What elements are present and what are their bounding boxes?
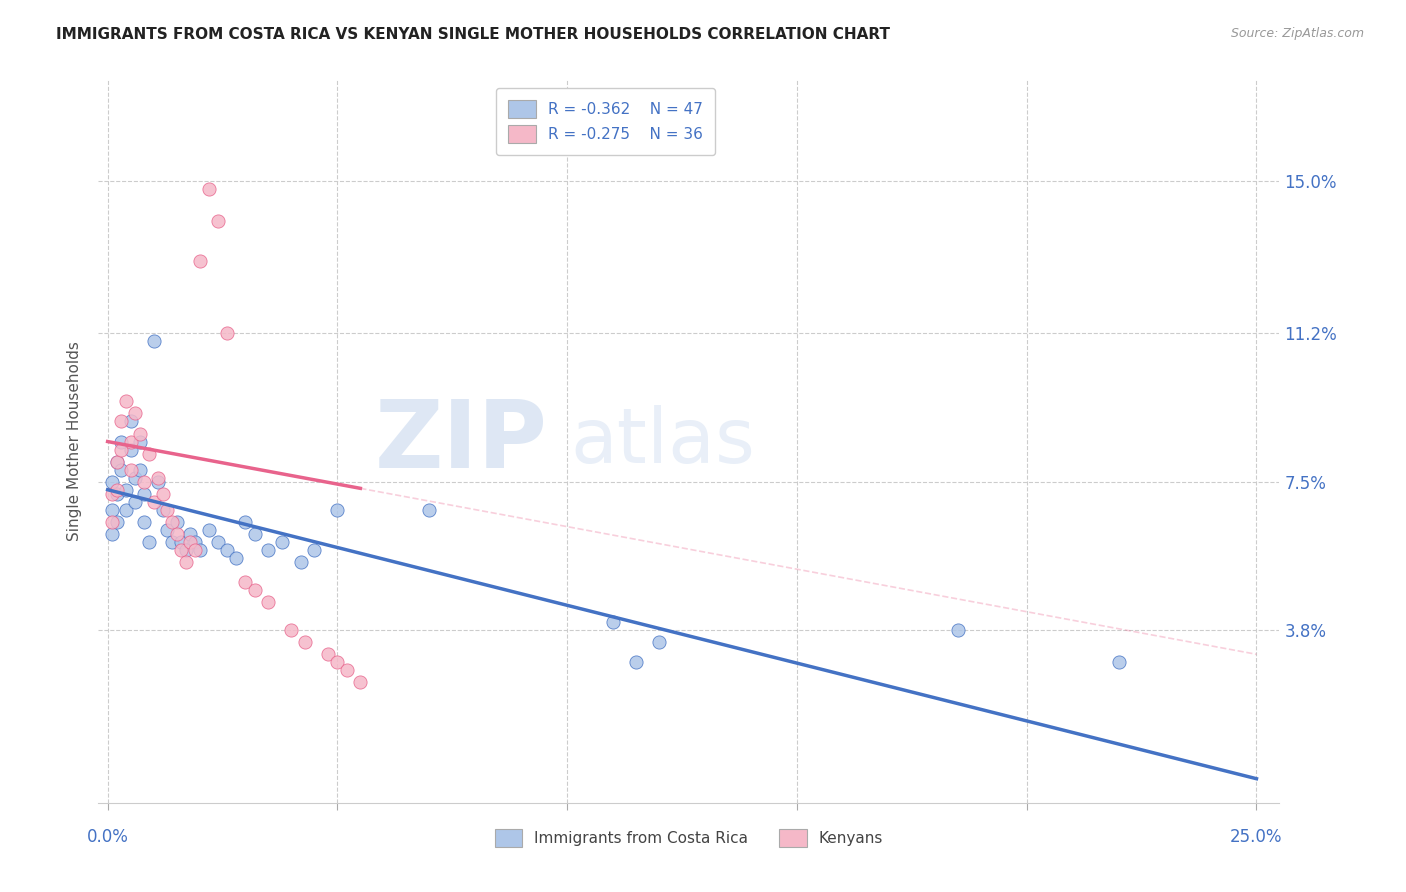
Point: [101, 487, 124, 501]
Point: [105, 454, 128, 469]
Text: atlas: atlas: [571, 405, 755, 478]
Point: [138, 446, 160, 460]
Point: [326, 502, 349, 516]
Point: [290, 555, 312, 569]
Point: [156, 502, 179, 516]
Point: [146, 475, 169, 489]
Point: [128, 426, 150, 441]
Point: [105, 515, 128, 529]
Point: [166, 515, 188, 529]
Point: [134, 515, 156, 529]
Point: [271, 534, 294, 549]
Legend: Immigrants from Costa Rica, Kenyans: Immigrants from Costa Rica, Kenyans: [489, 823, 889, 853]
Point: [110, 462, 132, 476]
Point: [197, 182, 219, 196]
Point: [188, 542, 211, 557]
Point: [110, 442, 132, 457]
Point: [624, 655, 647, 669]
Point: [243, 583, 266, 598]
Point: [207, 534, 229, 549]
Point: [146, 471, 169, 485]
Point: [349, 675, 371, 690]
Point: [110, 414, 132, 428]
Point: [115, 394, 138, 409]
Point: [128, 434, 150, 449]
Point: [179, 526, 201, 541]
Point: [170, 542, 193, 557]
Point: [1108, 655, 1130, 669]
Point: [160, 534, 183, 549]
Point: [257, 595, 280, 609]
Point: [134, 487, 156, 501]
Point: [101, 515, 124, 529]
Point: [105, 483, 128, 497]
Point: [160, 515, 183, 529]
Point: [128, 462, 150, 476]
Point: [184, 542, 207, 557]
Point: [294, 635, 316, 649]
Point: [152, 487, 174, 501]
Point: [217, 326, 239, 341]
Point: [101, 475, 124, 489]
Point: [124, 471, 146, 485]
Point: [316, 648, 339, 662]
Text: Source: ZipAtlas.com: Source: ZipAtlas.com: [1230, 27, 1364, 40]
Point: [197, 523, 219, 537]
Point: [115, 483, 138, 497]
Point: [110, 434, 132, 449]
Point: [243, 526, 266, 541]
Point: [257, 542, 280, 557]
Point: [602, 615, 624, 630]
Point: [648, 635, 671, 649]
Point: [170, 534, 193, 549]
Point: [280, 623, 302, 637]
Point: [124, 407, 146, 421]
Point: [166, 526, 188, 541]
Text: 25.0%: 25.0%: [1230, 828, 1282, 846]
Point: [138, 534, 160, 549]
Point: [188, 253, 211, 268]
Text: ZIP: ZIP: [374, 395, 547, 488]
Point: [184, 534, 207, 549]
Point: [134, 475, 156, 489]
Point: [152, 502, 174, 516]
Point: [105, 454, 128, 469]
Point: [207, 213, 229, 227]
Point: [120, 434, 142, 449]
Point: [115, 502, 138, 516]
Y-axis label: Single Mother Households: Single Mother Households: [67, 342, 83, 541]
Point: [326, 655, 349, 669]
Point: [179, 534, 201, 549]
Point: [235, 574, 257, 589]
Point: [124, 494, 146, 508]
Point: [174, 555, 197, 569]
Point: [105, 487, 128, 501]
Point: [225, 551, 247, 566]
Point: [335, 664, 357, 678]
Point: [217, 542, 239, 557]
Text: 0.0%: 0.0%: [87, 828, 128, 846]
Point: [304, 542, 326, 557]
Point: [142, 334, 165, 348]
Point: [101, 526, 124, 541]
Point: [174, 542, 197, 557]
Point: [235, 515, 257, 529]
Point: [120, 414, 142, 428]
Point: [418, 502, 440, 516]
Text: IMMIGRANTS FROM COSTA RICA VS KENYAN SINGLE MOTHER HOUSEHOLDS CORRELATION CHART: IMMIGRANTS FROM COSTA RICA VS KENYAN SIN…: [56, 27, 890, 42]
Point: [101, 502, 124, 516]
Point: [120, 462, 142, 476]
Point: [142, 494, 165, 508]
Point: [156, 523, 179, 537]
Point: [946, 623, 969, 637]
Point: [120, 442, 142, 457]
